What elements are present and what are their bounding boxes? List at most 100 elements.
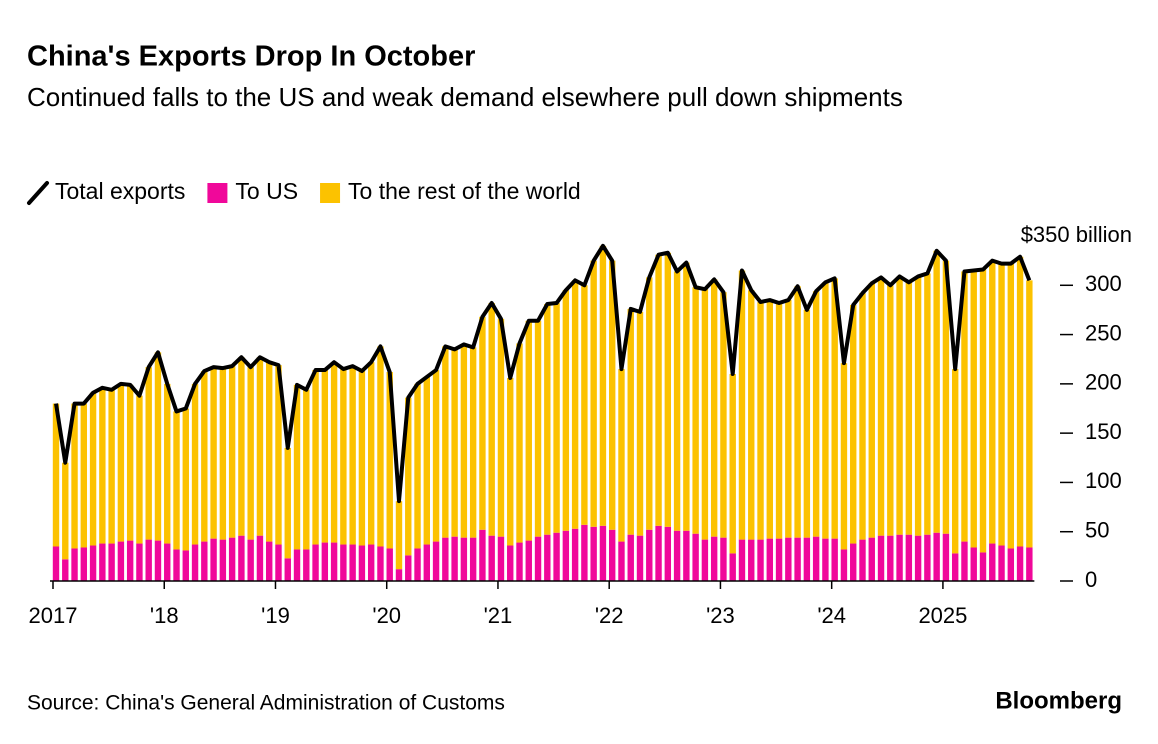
bar-segment — [627, 308, 634, 535]
bar-segment — [414, 548, 421, 581]
y-tick-label: 300 — [1085, 271, 1122, 296]
bar-segment — [145, 539, 152, 581]
bar-segment — [367, 362, 375, 545]
bar-segment — [507, 377, 514, 546]
bar-segment — [247, 539, 254, 581]
bar-segment — [590, 526, 597, 581]
bar-segment — [664, 526, 672, 581]
bar-segment — [794, 537, 801, 581]
bar-segment — [117, 541, 125, 581]
bar-segment — [562, 290, 570, 531]
bar-segment — [367, 544, 375, 581]
bar-segment — [349, 366, 356, 545]
legend-label: To the rest of the world — [348, 178, 581, 204]
bar-segment — [877, 535, 885, 581]
bar-segment — [961, 271, 968, 542]
bar-segment — [738, 539, 746, 581]
bar-segment — [126, 384, 134, 541]
bar-segment — [219, 368, 227, 540]
bar-segment — [840, 363, 848, 550]
bar-segment — [256, 535, 264, 581]
source: Source: China's General Administration o… — [27, 692, 505, 715]
bar-segment — [432, 370, 440, 542]
bar-segment — [822, 282, 829, 539]
y-tick-label: 200 — [1085, 370, 1122, 395]
bar-segment — [516, 542, 523, 581]
bar-segment — [757, 539, 764, 581]
bar-segment — [887, 285, 894, 536]
bar-segment — [321, 542, 329, 581]
bar-segment — [284, 447, 291, 559]
bar-segment — [293, 384, 301, 550]
bar-segment — [970, 270, 977, 548]
bar-segment — [850, 305, 857, 544]
bar-segment — [766, 538, 773, 581]
legend-line — [27, 181, 49, 205]
bar-segment — [757, 302, 764, 540]
bar-segment — [145, 367, 152, 540]
bar-segment — [683, 262, 690, 531]
bar-segment — [571, 528, 579, 581]
x-tick-label: '22 — [595, 603, 624, 628]
bar-segment — [303, 389, 310, 550]
bar-segment — [868, 537, 875, 581]
bar-segment — [488, 535, 495, 581]
bar-segment — [850, 543, 857, 581]
bar-segment — [979, 552, 987, 581]
bar-segment — [794, 286, 801, 538]
bar-segment — [80, 403, 88, 548]
bar-segment — [785, 537, 792, 581]
bar-segment — [516, 343, 523, 543]
subtitle-box: Continued falls to the US and weak deman… — [27, 82, 903, 112]
bar-segment — [312, 544, 319, 581]
bar-segment — [720, 537, 727, 581]
bar-segment — [905, 534, 913, 581]
bar-segment — [859, 539, 866, 581]
bar-segment — [710, 536, 718, 581]
bar-segment — [154, 540, 162, 581]
bar-segment — [1007, 548, 1015, 581]
bar-segment — [701, 539, 709, 581]
bar-segment — [377, 546, 384, 581]
bar-segment — [405, 397, 412, 556]
y-tick-label: 50 — [1085, 518, 1109, 543]
bar-segment — [571, 280, 579, 529]
chart-title: China's Exports Drop In October — [27, 41, 475, 73]
bar-segment — [785, 300, 792, 538]
x-tick-label: '23 — [706, 603, 735, 628]
bar-segment — [664, 252, 672, 527]
bar-segment — [358, 545, 366, 581]
bar-segment — [655, 525, 662, 581]
bar-segment — [729, 374, 736, 554]
bar-segment — [720, 292, 727, 538]
bar-segment — [71, 403, 78, 549]
bar-segment — [636, 311, 644, 536]
bar-segment — [896, 276, 903, 535]
bar-segment — [673, 530, 681, 581]
bar-segment — [52, 403, 60, 547]
bar-segment — [228, 537, 236, 581]
bar-segment — [989, 543, 996, 581]
bar-segment — [544, 534, 551, 581]
bar-segment — [534, 536, 542, 581]
bar-segment — [182, 408, 189, 551]
bar-segment — [451, 349, 458, 537]
bar-segment — [1007, 263, 1015, 549]
brand: Bloomberg — [995, 687, 1122, 714]
bar-segment — [191, 383, 199, 545]
bar-segment — [451, 536, 458, 581]
bar-segment — [460, 344, 468, 538]
bar-segment — [553, 532, 560, 581]
bar-segment — [395, 501, 403, 570]
bar-segment — [970, 547, 977, 581]
bar-segment — [979, 269, 987, 553]
bar-segment — [646, 529, 653, 581]
bar-segment — [599, 525, 607, 581]
bar-segment — [1016, 546, 1024, 581]
x-tick-label: '19 — [261, 603, 290, 628]
bar-segment — [933, 250, 940, 533]
legend-swatch — [320, 183, 341, 203]
bar-segment — [275, 544, 282, 581]
bar-segment — [636, 535, 644, 581]
